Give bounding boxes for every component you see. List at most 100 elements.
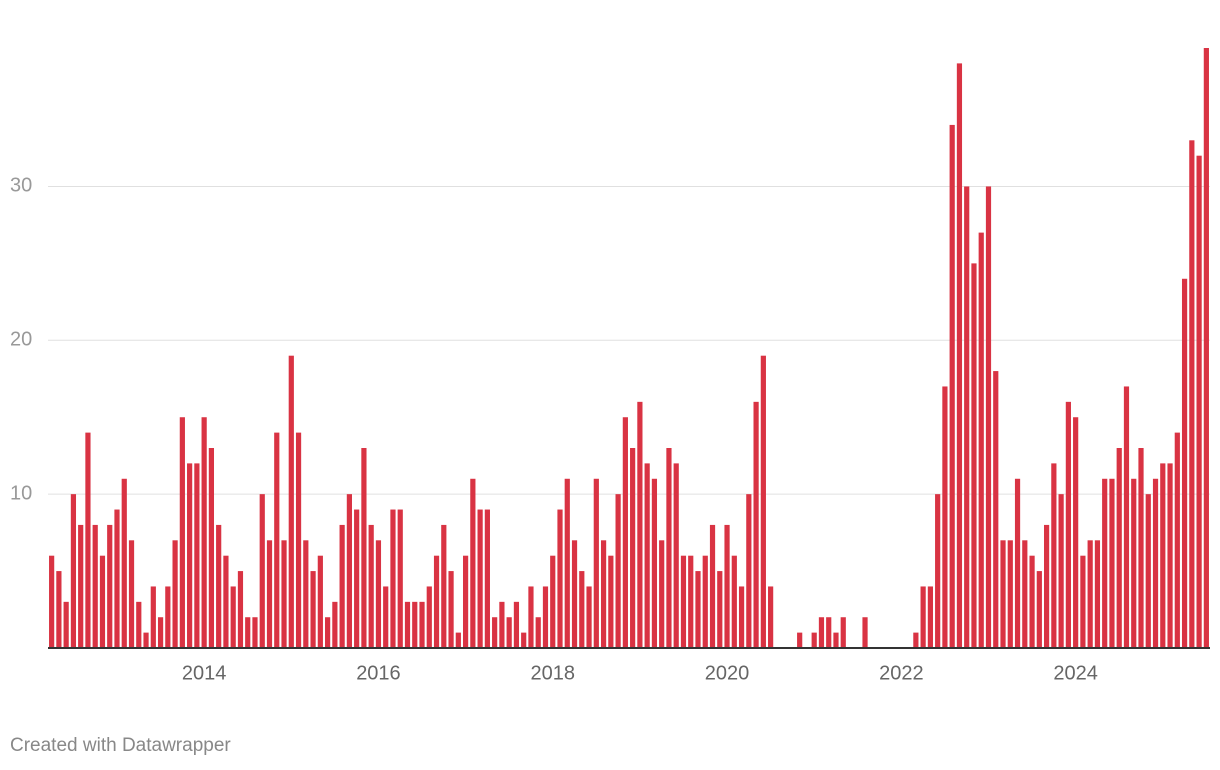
bar [797, 632, 803, 648]
bar [738, 586, 745, 648]
bar [281, 540, 287, 648]
bar [622, 417, 628, 648]
bar [157, 617, 164, 648]
bar [245, 617, 251, 648]
bar [470, 478, 476, 648]
bar [985, 186, 992, 648]
bar [644, 463, 650, 648]
bar [1000, 540, 1006, 648]
bar [295, 432, 302, 648]
bar [78, 524, 84, 648]
bar [484, 509, 490, 648]
bar [1131, 478, 1137, 648]
bar [1109, 478, 1115, 648]
bar [85, 432, 91, 648]
bar [317, 555, 323, 648]
bar [354, 509, 360, 648]
bar [121, 478, 127, 648]
bar [993, 371, 999, 648]
x-tick-label: 2016 [356, 662, 401, 684]
bar [1080, 555, 1086, 648]
bar [1094, 540, 1101, 648]
bar [942, 386, 948, 648]
bar [1007, 540, 1013, 648]
bar [441, 524, 447, 648]
bar [564, 478, 570, 648]
bar [187, 463, 193, 648]
bar [840, 617, 846, 648]
bar [70, 494, 77, 648]
bar [927, 586, 933, 648]
bar [746, 494, 752, 648]
bar [346, 494, 352, 648]
bar [600, 540, 607, 648]
bar [579, 571, 585, 648]
bar [811, 632, 817, 648]
bar [462, 555, 469, 648]
bar [680, 555, 687, 648]
bar [1029, 555, 1035, 648]
x-tick-label: 2024 [1053, 662, 1098, 684]
bar [521, 632, 527, 648]
bar [266, 540, 273, 648]
bar [1087, 540, 1093, 648]
bar [717, 571, 723, 648]
bar [63, 601, 69, 648]
bar [1051, 463, 1057, 648]
bar [1014, 478, 1021, 648]
bar [1102, 478, 1108, 648]
bar [1189, 140, 1195, 649]
bar [913, 632, 919, 648]
bar [1160, 463, 1166, 648]
y-tick-label: 30 [10, 175, 32, 197]
bar [230, 586, 236, 648]
bar [935, 494, 941, 648]
bar [237, 571, 244, 648]
bar [1065, 401, 1071, 648]
bar [114, 509, 120, 648]
bar [1073, 417, 1079, 648]
bar [528, 586, 534, 648]
x-tick-label: 2020 [705, 662, 750, 684]
bar [310, 571, 316, 648]
bar [709, 524, 716, 648]
bar [208, 448, 215, 648]
bar [1116, 448, 1122, 648]
bar [150, 586, 156, 648]
bar [492, 617, 498, 648]
bar [630, 448, 636, 648]
bar [768, 586, 774, 648]
bar [956, 63, 963, 648]
bar [513, 601, 520, 648]
bar [223, 555, 229, 648]
bar [426, 586, 432, 648]
bar [128, 540, 135, 648]
bar [593, 478, 599, 648]
bar [49, 555, 55, 648]
bar [666, 448, 672, 648]
bar [1138, 448, 1144, 648]
bar [361, 448, 367, 648]
bar [1167, 463, 1173, 648]
bar [136, 601, 142, 648]
bar [332, 601, 338, 648]
bar [92, 524, 98, 648]
bar [419, 601, 425, 648]
bar [259, 494, 265, 648]
bar [659, 540, 665, 648]
bar [586, 586, 592, 648]
bar [971, 263, 977, 648]
bar [397, 509, 403, 648]
x-tick-label: 2022 [879, 662, 924, 684]
bar [964, 186, 970, 648]
bar [194, 463, 200, 648]
bar [688, 555, 694, 648]
bar [920, 586, 926, 648]
bar [608, 555, 614, 648]
bar [651, 478, 658, 648]
bar [535, 617, 541, 648]
bar [412, 601, 418, 648]
bar [753, 401, 759, 648]
bar [1123, 386, 1130, 648]
bar [826, 617, 832, 648]
